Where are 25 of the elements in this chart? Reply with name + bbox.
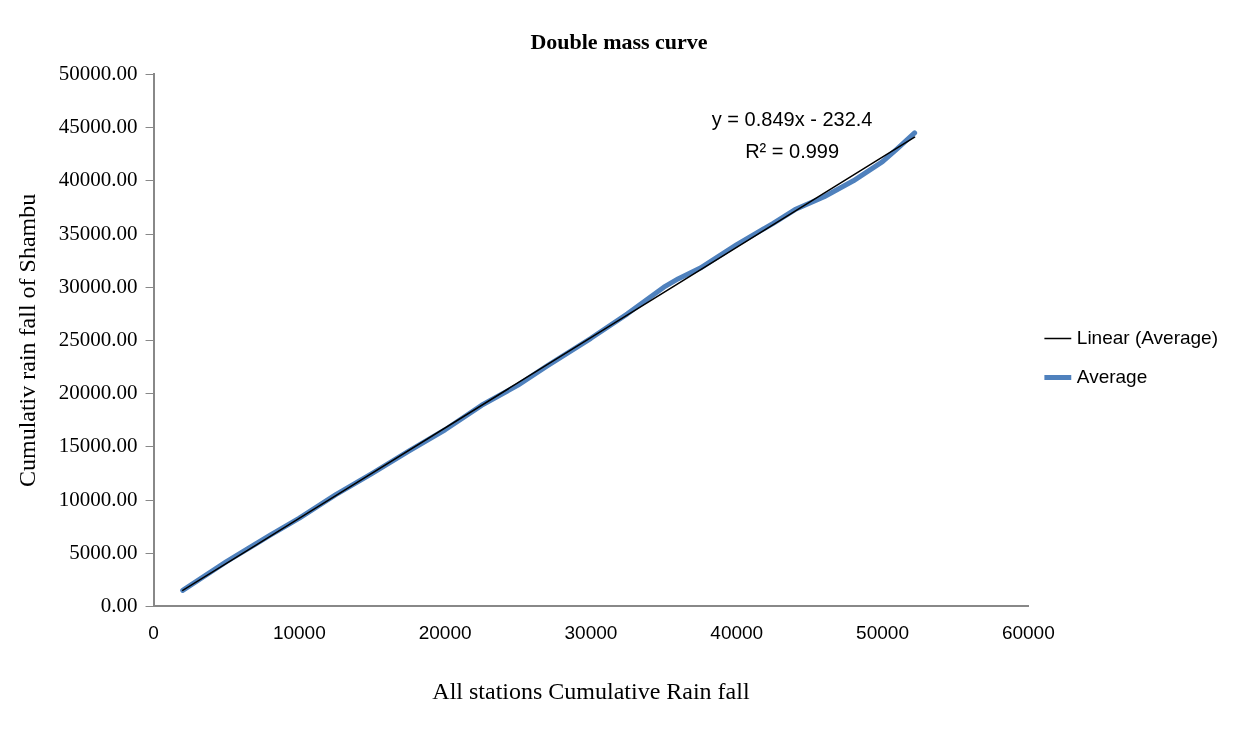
y-tick-label: 20000.00: [58, 380, 138, 405]
annotation: R² = 0.999: [745, 139, 840, 162]
y-tick-label: 15000.00: [58, 433, 138, 458]
legend-label: Average: [1076, 365, 1148, 387]
chart-title: Double mass curve: [530, 28, 708, 54]
legend-label: Linear (Average): [1076, 326, 1219, 348]
x-tick-label: 60000: [1001, 622, 1055, 644]
y-tick-label: 45000.00: [58, 114, 138, 139]
y-tick-label: 50000.00: [58, 60, 138, 85]
y-tick-label: 35000.00: [58, 220, 138, 245]
y-tick-label: 30000.00: [58, 273, 138, 298]
annotation: y = 0.849x - 232.4: [711, 107, 873, 130]
x-tick-label: 40000: [710, 622, 764, 644]
y-tick-label: 10000.00: [58, 486, 138, 511]
y-tick-label: 25000.00: [58, 326, 138, 351]
y-tick-label: 0.00: [100, 592, 138, 617]
y-tick-label: 5000.00: [69, 539, 138, 564]
x-axis-title: All stations Cumulative Rain fall: [432, 677, 750, 704]
x-tick-label: 20000: [418, 622, 472, 644]
x-tick-label: 10000: [272, 622, 326, 644]
y-tick-label: 40000.00: [58, 167, 138, 192]
x-tick-label: 50000: [856, 622, 909, 644]
x-tick-label: 0: [148, 622, 159, 644]
y-axis-title: Cumulativ rain fall of Shambu: [13, 193, 40, 488]
x-tick-label: 30000: [564, 622, 618, 644]
